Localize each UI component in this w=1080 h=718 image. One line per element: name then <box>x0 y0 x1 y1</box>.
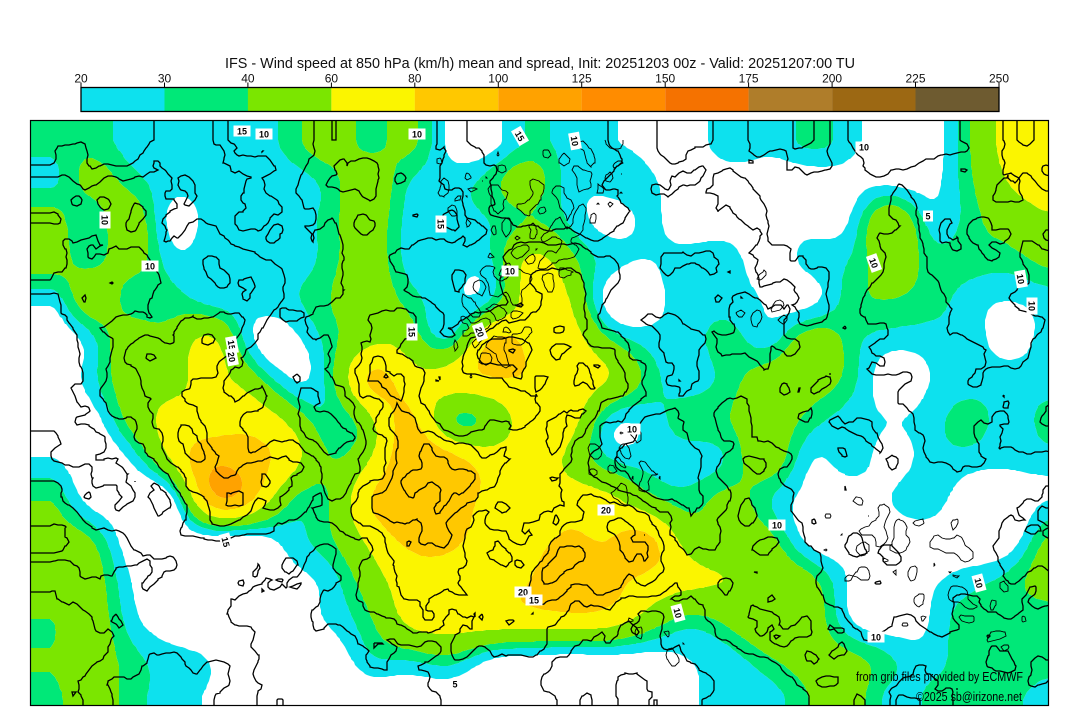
svg-text:15: 15 <box>529 596 539 606</box>
svg-text:15: 15 <box>219 536 231 548</box>
svg-text:40: 40 <box>241 72 255 86</box>
svg-text:10: 10 <box>972 577 984 589</box>
svg-text:150: 150 <box>655 72 675 86</box>
svg-text:10: 10 <box>569 135 581 147</box>
svg-text:20: 20 <box>74 72 88 86</box>
svg-text:10: 10 <box>671 607 683 619</box>
svg-text:15: 15 <box>436 219 446 229</box>
svg-text:100: 100 <box>488 72 508 86</box>
svg-text:IFS - Wind speed at 850 hPa (k: IFS - Wind speed at 850 hPa (km/h) mean … <box>225 56 855 72</box>
svg-text:10: 10 <box>871 633 881 643</box>
svg-text:10: 10 <box>772 521 782 531</box>
svg-text:10: 10 <box>1027 301 1037 311</box>
svg-text:60: 60 <box>325 72 339 86</box>
svg-text:10: 10 <box>505 267 515 277</box>
svg-text:15: 15 <box>407 327 417 337</box>
svg-text:10: 10 <box>859 143 869 153</box>
svg-text:20: 20 <box>226 351 238 363</box>
svg-text:225: 225 <box>905 72 925 86</box>
svg-text:10: 10 <box>145 262 155 272</box>
svg-text:30: 30 <box>158 72 172 86</box>
svg-text:125: 125 <box>572 72 592 86</box>
svg-text:5: 5 <box>925 212 930 222</box>
svg-text:20: 20 <box>473 326 486 339</box>
svg-text:10: 10 <box>627 425 637 435</box>
svg-text:20: 20 <box>518 588 528 598</box>
svg-text:80: 80 <box>408 72 422 86</box>
svg-text:15: 15 <box>237 127 247 137</box>
svg-text:15: 15 <box>513 129 527 143</box>
svg-text:5: 5 <box>452 680 457 690</box>
svg-text:10: 10 <box>259 130 269 140</box>
svg-text:10: 10 <box>1015 273 1027 285</box>
svg-text:250: 250 <box>989 72 1009 86</box>
svg-text:10: 10 <box>412 130 422 140</box>
svg-text:from grib files provided by EC: from grib files provided by ECMWF <box>856 669 1023 684</box>
svg-text:15: 15 <box>226 339 238 351</box>
svg-text:©2025 sb@irizone.net: ©2025 sb@irizone.net <box>916 689 1022 704</box>
svg-text:200: 200 <box>822 72 842 86</box>
svg-text:175: 175 <box>739 72 759 86</box>
svg-text:10: 10 <box>867 257 880 270</box>
svg-text:20: 20 <box>601 506 611 516</box>
svg-text:10: 10 <box>100 215 110 225</box>
